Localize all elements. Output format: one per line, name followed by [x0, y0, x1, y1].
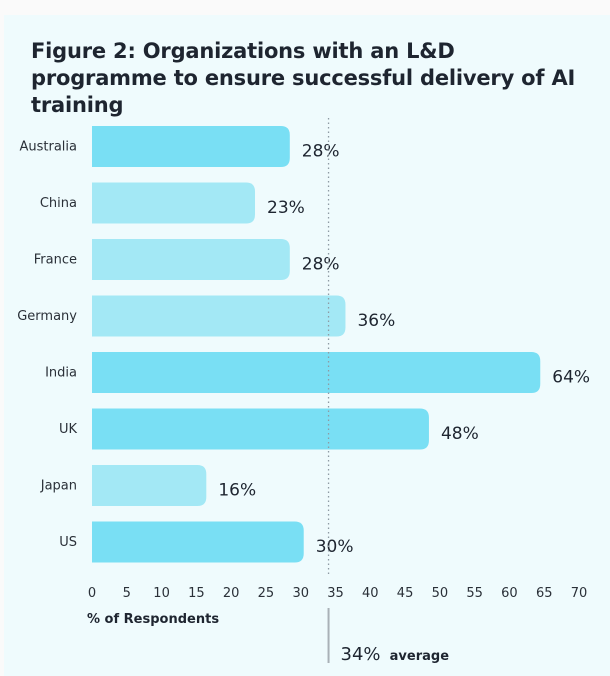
category-label: Australia [19, 140, 77, 155]
x-tick-label: 5 [123, 586, 131, 601]
value-label: 48% [441, 424, 479, 444]
bar-france [92, 239, 290, 280]
x-axis-label: % of Respondents [87, 612, 219, 627]
bar-us [92, 521, 304, 563]
value-label: 36% [357, 311, 395, 331]
x-tick-label: 45 [397, 586, 414, 601]
bar-china [92, 182, 256, 224]
value-label: 30% [316, 537, 354, 557]
bar-uk [92, 408, 429, 450]
value-label: 28% [302, 142, 340, 162]
category-label: UK [59, 422, 78, 437]
bar-australia [92, 126, 290, 167]
average-label: 34% average [341, 644, 450, 665]
value-label: 28% [302, 255, 340, 275]
x-tick-label: 15 [188, 586, 205, 601]
x-tick-label: 25 [258, 586, 275, 601]
category-label: Germany [17, 309, 77, 324]
x-tick-label: 40 [362, 586, 379, 601]
chart-panel [4, 15, 610, 676]
x-tick-label: 35 [327, 586, 344, 601]
x-tick-label: 50 [432, 586, 449, 601]
x-tick-label: 10 [153, 586, 170, 601]
value-label: 64% [552, 368, 590, 388]
chart-title: Figure 2: Organizations with an L&D prog… [31, 39, 576, 117]
x-tick-label: 0 [88, 586, 96, 601]
bar-india [92, 352, 541, 393]
category-label: US [59, 535, 77, 550]
x-tick-label: 60 [501, 586, 518, 601]
category-label: China [40, 196, 77, 211]
x-tick-label: 30 [292, 586, 309, 601]
category-label: Japan [40, 479, 77, 494]
value-label: 16% [218, 481, 256, 501]
bar-germany [92, 295, 346, 337]
x-tick-label: 65 [536, 586, 553, 601]
average-value: 34% [341, 644, 381, 665]
x-tick-label: 55 [466, 586, 483, 601]
x-tick-label: 70 [571, 586, 588, 601]
category-label: France [34, 253, 77, 268]
average-word: average [390, 649, 450, 664]
bar-japan [92, 465, 207, 506]
x-tick-label: 20 [223, 586, 240, 601]
category-label: India [45, 366, 77, 381]
value-label: 23% [267, 198, 305, 218]
